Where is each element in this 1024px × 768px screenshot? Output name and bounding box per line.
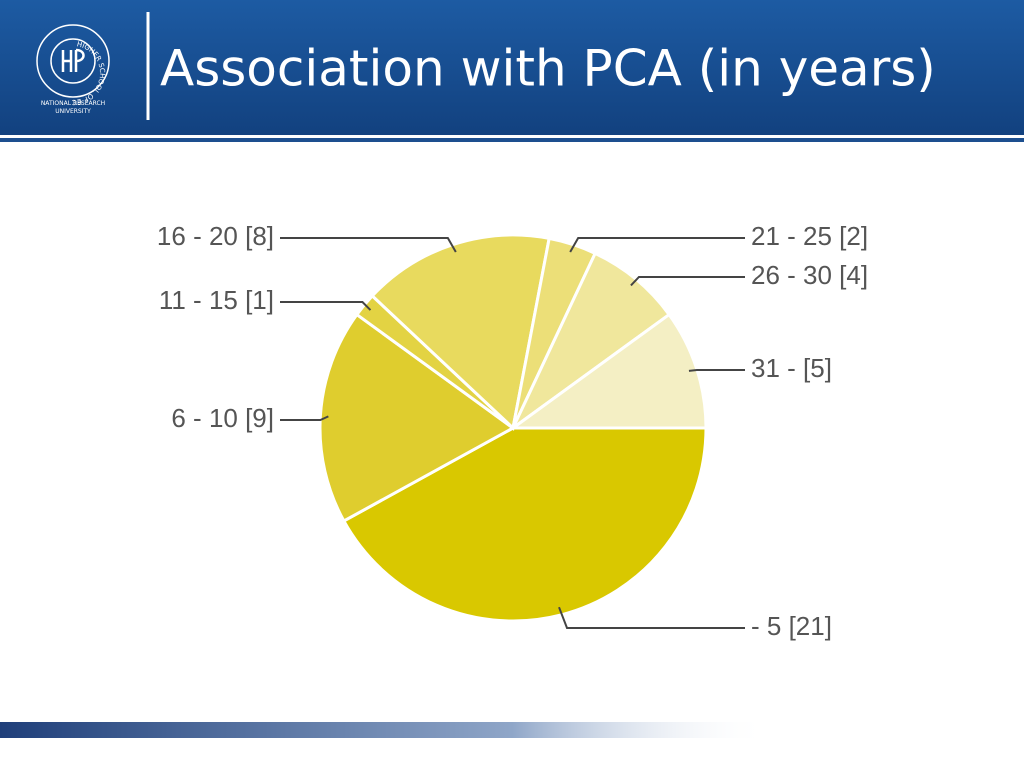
leader-line — [558, 606, 745, 629]
slice-label: 21 - 25 [2] — [751, 221, 868, 251]
logo-ring — [36, 24, 110, 98]
header-band — [0, 0, 1024, 135]
leader-line — [569, 237, 745, 253]
header-rule — [0, 138, 1024, 142]
logo-inner — [50, 38, 96, 84]
logo-caption-box: NATIONAL RESEARCH UNIVERSITY — [40, 100, 106, 115]
logo-caption: NATIONAL RESEARCH UNIVERSITY — [40, 100, 106, 115]
slice-label: 16 - 20 [8] — [157, 221, 274, 251]
pie-slice — [508, 312, 708, 430]
leader-line — [280, 301, 372, 311]
slice-label: - 5 [21] — [751, 611, 832, 641]
slice-label: 11 - 15 [1] — [159, 285, 274, 315]
leader-line — [280, 415, 329, 421]
pie-chart: - 5 [21] 6 - 10 [9] 11 - 15 [1] 16 - 20 [8]… — [157, 221, 868, 641]
pie-slice — [370, 233, 551, 431]
pie-slice — [318, 312, 516, 524]
slice-label: 31 - [5] — [751, 353, 832, 383]
footer-bar — [0, 722, 1024, 738]
leader-line — [688, 369, 745, 372]
slice-label: 6 - 10 [9] — [171, 403, 274, 433]
slice-label: 26 - 30 [4] — [751, 260, 868, 290]
leader-line — [630, 276, 745, 287]
logo-glyph — [61, 48, 85, 72]
leader-line — [280, 237, 457, 253]
chart-title: Association with PCA (in years) — [160, 40, 936, 98]
